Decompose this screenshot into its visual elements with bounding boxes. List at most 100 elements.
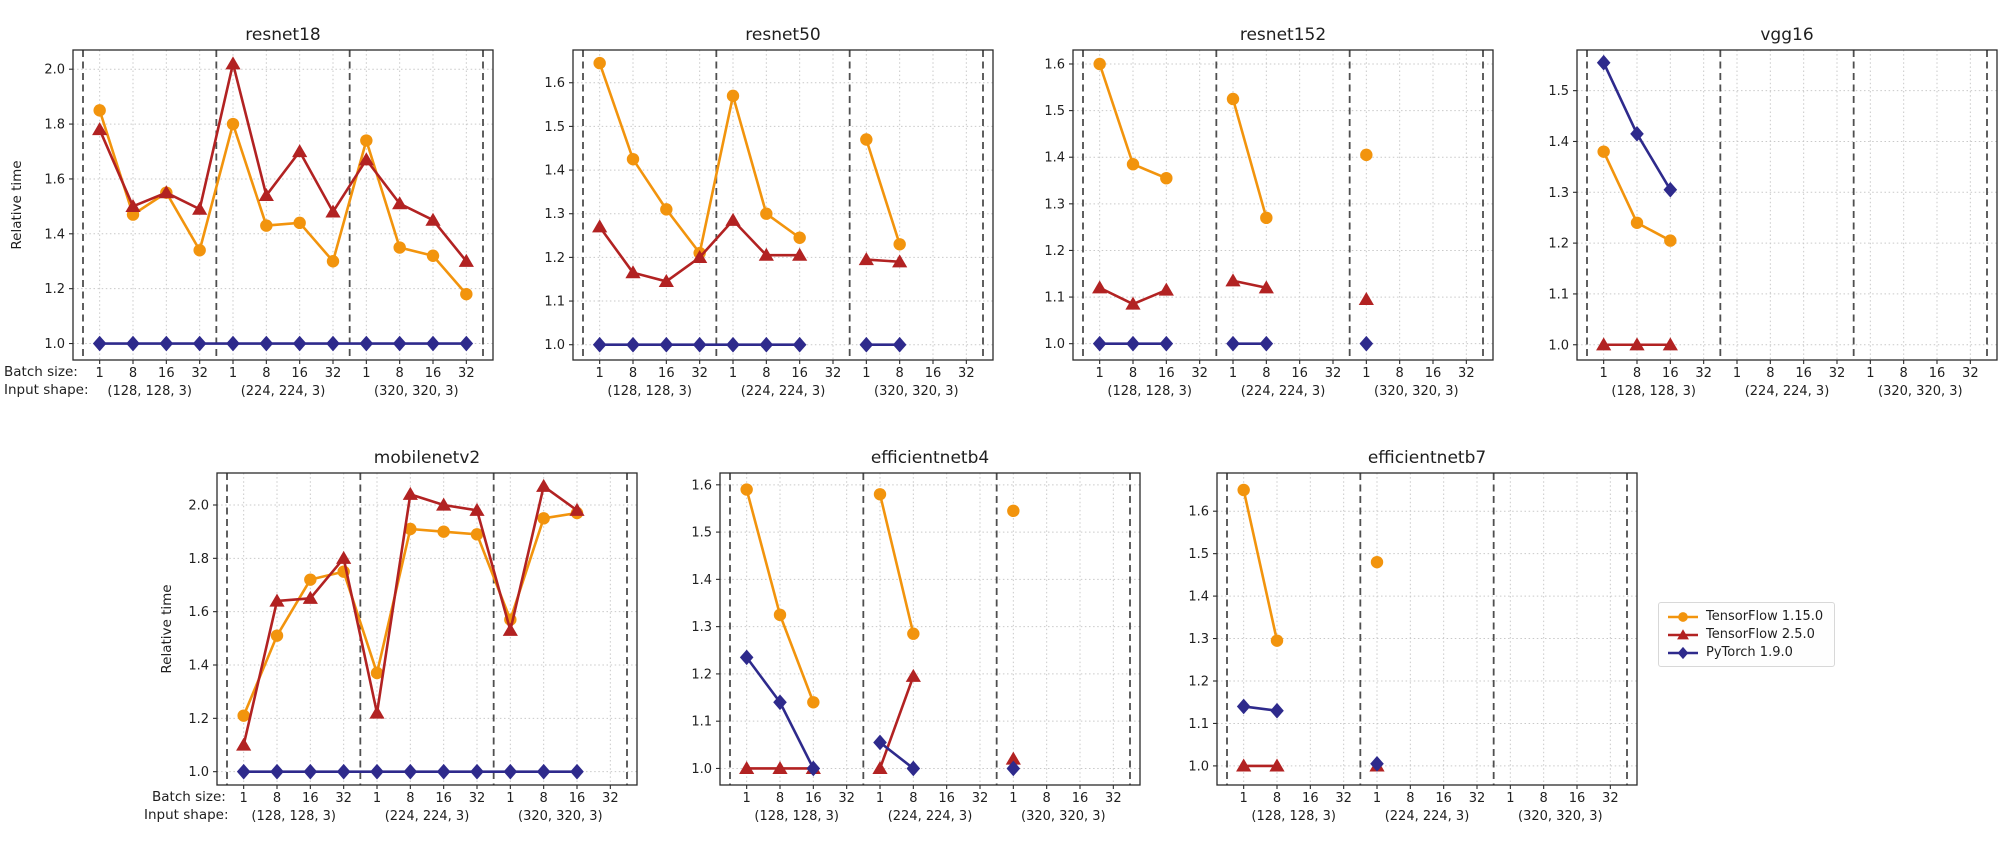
svg-text:1.1: 1.1 [1548, 287, 1569, 302]
svg-text:(224, 224, 3): (224, 224, 3) [888, 809, 973, 824]
svg-text:32: 32 [1325, 366, 1342, 381]
svg-text:1: 1 [1733, 366, 1741, 381]
svg-text:1.0: 1.0 [188, 765, 209, 780]
svg-text:1.2: 1.2 [188, 712, 209, 727]
input-shape-prefix-row1: Input shape: [4, 382, 89, 398]
svg-text:1: 1 [1240, 791, 1248, 806]
svg-text:32: 32 [1105, 791, 1122, 806]
svg-text:16: 16 [158, 366, 175, 381]
panel-resnet152: 1.0 1.1 1.2 1.3 1.4 1.5 1.6 1 8 16 32 1 8 16 32 1 8 16 32 (… [1013, 22, 1513, 422]
svg-text:32: 32 [602, 791, 619, 806]
axis-ticks [1069, 63, 1467, 364]
svg-text:(320, 320, 3): (320, 320, 3) [1518, 809, 1603, 824]
svg-text:16: 16 [291, 366, 308, 381]
axis-ticks [69, 68, 467, 364]
group-separators [82, 50, 484, 360]
series-tensorflow-2-5-0 [236, 478, 585, 751]
svg-text:32: 32 [1829, 366, 1846, 381]
svg-text:1.0: 1.0 [1044, 337, 1065, 352]
gridlines [573, 50, 993, 360]
svg-text:8: 8 [396, 366, 404, 381]
svg-text:(128, 128, 3): (128, 128, 3) [1107, 384, 1192, 399]
svg-text:8: 8 [1262, 366, 1270, 381]
svg-text:1.4: 1.4 [44, 227, 65, 242]
chart-resnet18: 1.0 1.2 1.4 1.6 1.8 2.0 1 8 16 32 1 8 16 32 1 8 16 32 (128… [44, 25, 494, 399]
group-separators [1586, 50, 1988, 360]
svg-text:1.6: 1.6 [44, 172, 65, 187]
svg-text:1.3: 1.3 [1044, 197, 1065, 212]
series-pytorch-1-9-0 [592, 336, 907, 353]
svg-text:1.4: 1.4 [544, 164, 565, 179]
svg-text:1.6: 1.6 [188, 605, 209, 620]
group-separators [582, 50, 984, 360]
svg-text:(128, 128, 3): (128, 128, 3) [1611, 384, 1696, 399]
svg-text:1.2: 1.2 [1188, 675, 1209, 690]
svg-text:8: 8 [1273, 791, 1281, 806]
axis-ticks [716, 484, 1114, 789]
axis-ticks [1213, 510, 1611, 789]
svg-text:1.5: 1.5 [1188, 547, 1209, 562]
svg-text:1.5: 1.5 [691, 526, 712, 541]
legend-label: TensorFlow 2.5.0 [1706, 627, 1815, 642]
svg-text:32: 32 [1335, 791, 1352, 806]
svg-text:resnet50: resnet50 [745, 25, 820, 45]
chart-resnet50: 1.0 1.1 1.2 1.3 1.4 1.5 1.6 1 8 16 32 1 8 16 32 1 8 16 32 (… [544, 25, 994, 399]
gridlines [1217, 473, 1637, 785]
axis-ticks [213, 504, 611, 789]
svg-text:32: 32 [972, 791, 989, 806]
legend-marker-diamond-icon [1668, 646, 1698, 659]
svg-text:(320, 320, 3): (320, 320, 3) [518, 809, 603, 824]
svg-text:2.0: 2.0 [44, 63, 65, 78]
series-pytorch-1-9-0 [739, 649, 1021, 777]
svg-text:1: 1 [1362, 366, 1370, 381]
svg-text:32: 32 [325, 366, 342, 381]
gridlines [1577, 50, 1997, 360]
svg-text:32: 32 [1962, 366, 1979, 381]
svg-text:1: 1 [1600, 366, 1608, 381]
svg-text:1: 1 [862, 366, 870, 381]
svg-text:(224, 224, 3): (224, 224, 3) [1745, 384, 1830, 399]
svg-text:1.5: 1.5 [544, 120, 565, 135]
chart-efficientnetb7: 1.0 1.1 1.2 1.3 1.4 1.5 1.6 1 8 16 32 1 8 16 32 1 8 16 32 (… [1188, 448, 1638, 824]
svg-text:(224, 224, 3): (224, 224, 3) [241, 384, 326, 399]
svg-text:8: 8 [1406, 791, 1414, 806]
batch-size-prefix-row2: Batch size: [152, 789, 226, 805]
svg-text:16: 16 [1302, 791, 1319, 806]
svg-text:2.0: 2.0 [188, 499, 209, 514]
svg-text:1.1: 1.1 [1188, 717, 1209, 732]
legend-marker-circle-icon [1668, 611, 1698, 622]
svg-text:16: 16 [435, 791, 452, 806]
svg-text:1: 1 [1009, 791, 1017, 806]
svg-text:1.6: 1.6 [1044, 57, 1065, 72]
svg-text:16: 16 [1569, 791, 1586, 806]
svg-text:8: 8 [762, 366, 770, 381]
svg-text:1: 1 [1866, 366, 1874, 381]
svg-text:1.2: 1.2 [1548, 237, 1569, 252]
svg-text:8: 8 [909, 791, 917, 806]
legend-item-tensorflow-2-5: TensorFlow 2.5.0 [1667, 627, 1823, 642]
svg-text:1.2: 1.2 [44, 282, 65, 297]
svg-text:16: 16 [1435, 791, 1452, 806]
svg-text:efficientnetb7: efficientnetb7 [1368, 448, 1486, 468]
series-pytorch-1-9-0 [92, 335, 474, 352]
svg-text:1: 1 [1506, 791, 1514, 806]
axis-ticks [1573, 90, 1971, 364]
group-separators [1082, 50, 1484, 360]
svg-text:(224, 224, 3): (224, 224, 3) [1241, 384, 1326, 399]
svg-text:32: 32 [1191, 366, 1208, 381]
svg-text:1.1: 1.1 [544, 295, 565, 310]
svg-text:1.8: 1.8 [188, 552, 209, 567]
series-pytorch-1-9-0 [1092, 335, 1374, 352]
svg-text:(320, 320, 3): (320, 320, 3) [1878, 384, 1963, 399]
svg-text:16: 16 [1929, 366, 1946, 381]
svg-text:8: 8 [1043, 791, 1051, 806]
svg-text:1.3: 1.3 [691, 620, 712, 635]
svg-text:16: 16 [302, 791, 319, 806]
svg-text:(128, 128, 3): (128, 128, 3) [251, 809, 336, 824]
svg-text:1.0: 1.0 [44, 337, 65, 352]
svg-text:8: 8 [540, 791, 548, 806]
svg-text:(224, 224, 3): (224, 224, 3) [385, 809, 470, 824]
svg-text:16: 16 [925, 366, 942, 381]
panel-mobilenetv2: 1.0 1.2 1.4 1.6 1.8 2.0 1 8 16 32 1 8 16 32 1 8 16 32 (128… [157, 445, 657, 845]
svg-text:(320, 320, 3): (320, 320, 3) [1021, 809, 1106, 824]
